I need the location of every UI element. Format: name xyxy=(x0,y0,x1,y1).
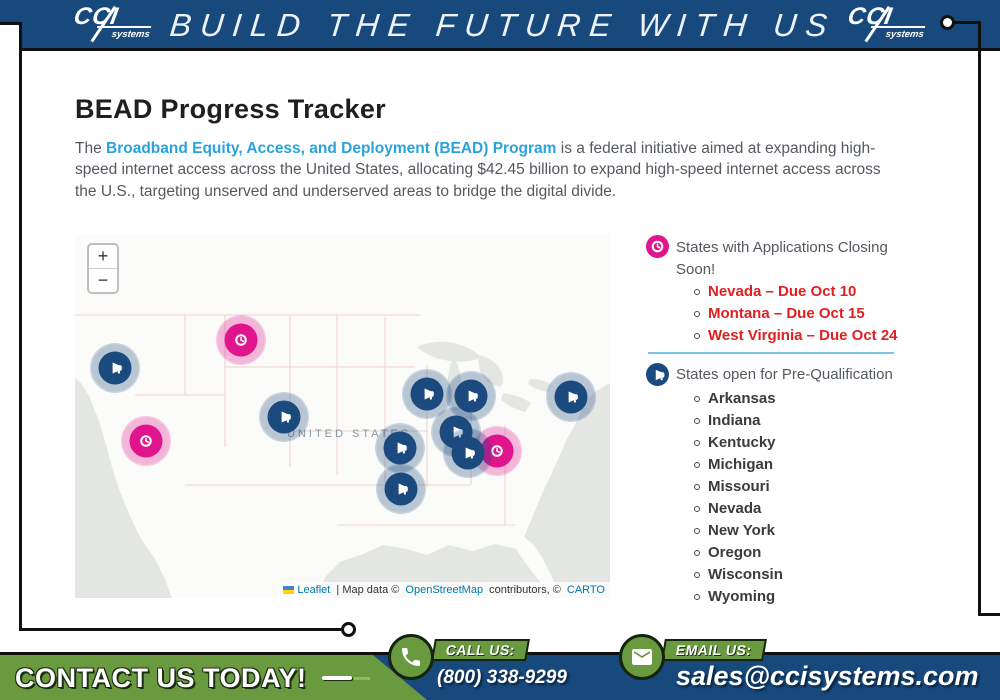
list-item: Wyoming xyxy=(694,586,783,608)
list-item: Michigan xyxy=(694,454,783,476)
list-item: Montana – Due Oct 15 xyxy=(694,303,898,325)
open-states-list: Arkansas Indiana Kentucky Michigan Missouri N… xyxy=(694,388,783,608)
map-marker[interactable] xyxy=(480,434,514,468)
map-marker[interactable] xyxy=(384,472,418,506)
list-item: Nevada – Due Oct 10 xyxy=(694,281,898,303)
leaflet-link[interactable]: Leaflet xyxy=(297,584,331,596)
intro-text-post: is a federal initiative aimed at expandi… xyxy=(75,139,881,200)
closing-states-title: States with Applications Closing Soon! xyxy=(676,239,888,278)
megaphone-icon xyxy=(465,447,475,459)
circuit-line-bottom-right xyxy=(978,613,1000,616)
map-attribution: Leaflet | Map data © OpenStreetMap contr… xyxy=(278,582,610,598)
megaphone-icon xyxy=(646,363,669,386)
map-marker[interactable] xyxy=(267,400,301,434)
page-title: BEAD Progress Tracker xyxy=(75,94,386,125)
list-item: New York xyxy=(694,520,783,542)
intro-text-pre: The xyxy=(75,139,107,157)
megaphone-icon xyxy=(397,442,407,454)
logo-sub-text: systems xyxy=(868,26,926,40)
email-address: sales@ccisystems.com xyxy=(676,661,979,691)
zoom-in-button[interactable]: + xyxy=(89,245,117,269)
map-marker[interactable] xyxy=(451,436,485,470)
list-item: Oregon xyxy=(694,542,783,564)
carto-link[interactable]: CARTO xyxy=(566,584,605,596)
attribution-text: | Map data © xyxy=(333,584,403,596)
megaphone-icon xyxy=(468,390,478,402)
intro-paragraph: The Broadband Equity, Access, and Deploy… xyxy=(75,138,901,203)
list-item: Nevada xyxy=(694,498,783,520)
email-icon xyxy=(619,634,665,680)
top-banner: CCI systems BUILD THE FUTURE WITH US CCI… xyxy=(0,0,1000,51)
megaphone-icon xyxy=(453,426,463,438)
megaphone-icon xyxy=(568,391,578,403)
megaphone-icon xyxy=(398,483,408,495)
map-marker[interactable] xyxy=(383,431,417,465)
map-zoom-control: + − xyxy=(87,243,119,294)
leaflet-map[interactable]: UNITED STATES + − xyxy=(75,235,610,598)
clock-icon xyxy=(140,435,152,447)
list-item: Missouri xyxy=(694,476,783,498)
clock-icon xyxy=(235,334,247,346)
cci-systems-logo: CCI systems xyxy=(72,3,152,44)
basemap: UNITED STATES xyxy=(75,235,610,598)
map-marker[interactable] xyxy=(129,424,163,458)
footer-bar-blue xyxy=(373,655,1000,700)
megaphone-icon xyxy=(281,411,291,423)
footer-dash xyxy=(354,677,370,680)
list-item: Indiana xyxy=(694,410,783,432)
map-marker[interactable] xyxy=(454,379,488,413)
list-item: Kentucky xyxy=(694,432,783,454)
cci-systems-logo: CCI systems xyxy=(846,3,926,44)
closing-states-list: Nevada – Due Oct 10 Montana – Due Oct 15 W… xyxy=(694,281,898,347)
ukraine-flag-icon xyxy=(283,586,295,594)
phone-number: (800) 338-9299 xyxy=(437,667,567,688)
open-states-title: States open for Pre-Qualification xyxy=(676,366,893,383)
legend-divider xyxy=(648,352,894,354)
list-item: Arkansas xyxy=(694,388,783,410)
map-marker[interactable] xyxy=(224,323,258,357)
footer-dash xyxy=(322,676,352,680)
email-us-label: EMAIL US: xyxy=(661,639,767,661)
banner-tagline: BUILD THE FUTURE WITH US xyxy=(168,7,838,43)
list-item: Wisconsin xyxy=(694,564,783,586)
openstreetmap-link[interactable]: OpenStreetMap xyxy=(405,584,484,596)
zoom-out-button[interactable]: − xyxy=(97,270,109,290)
phone-icon xyxy=(388,634,434,680)
list-item: West Virginia – Due Oct 24 xyxy=(694,325,898,347)
clock-icon xyxy=(646,235,669,258)
circuit-line-bottom-left xyxy=(19,628,341,631)
circuit-line-right xyxy=(978,21,981,616)
call-us-label: CALL US: xyxy=(431,639,531,661)
megaphone-icon xyxy=(112,362,122,374)
circuit-line-left xyxy=(19,22,22,630)
map-country-label: UNITED STATES xyxy=(287,428,411,440)
circuit-line-top-right xyxy=(953,21,981,24)
map-marker[interactable] xyxy=(98,351,132,385)
attribution-text: contributors, © xyxy=(486,584,564,596)
map-marker[interactable] xyxy=(410,377,444,411)
logo-sub-text: systems xyxy=(94,26,152,40)
circuit-node-icon xyxy=(341,622,356,637)
map-marker[interactable] xyxy=(554,380,588,414)
megaphone-icon xyxy=(424,388,434,400)
bead-program-link[interactable]: Broadband Equity, Access, and Deployment… xyxy=(106,139,557,157)
banner-notch xyxy=(0,22,19,51)
clock-icon xyxy=(491,445,503,457)
contact-us-heading: CONTACT US TODAY! xyxy=(15,663,307,693)
